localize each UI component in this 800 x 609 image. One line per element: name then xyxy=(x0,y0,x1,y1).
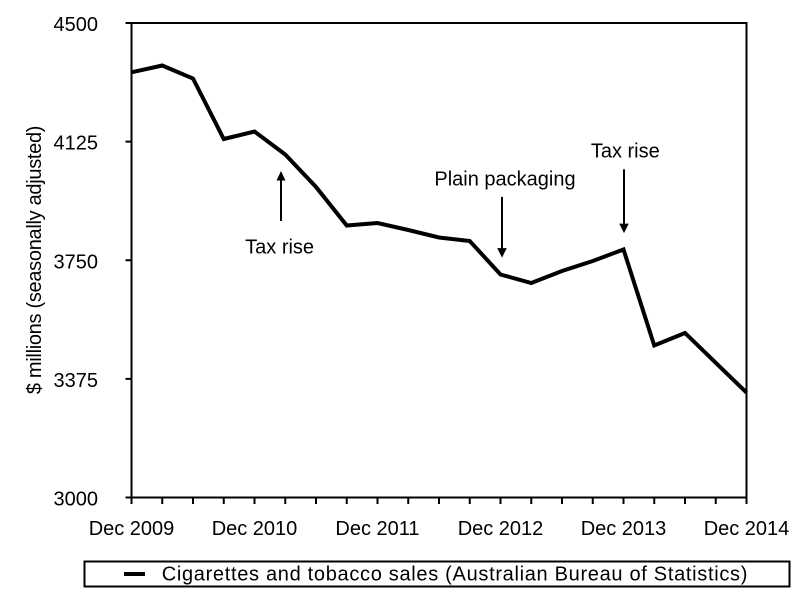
svg-text:Dec 2014: Dec 2014 xyxy=(704,518,790,540)
svg-text:3375: 3375 xyxy=(54,370,99,392)
svg-text:Dec 2009: Dec 2009 xyxy=(89,518,175,540)
svg-text:Tax rise: Tax rise xyxy=(591,141,660,163)
svg-text:Dec 2012: Dec 2012 xyxy=(458,518,544,540)
svg-text:3750: 3750 xyxy=(54,251,99,273)
svg-text:Plain packaging: Plain packaging xyxy=(434,169,575,191)
svg-text:Dec 2013: Dec 2013 xyxy=(581,518,667,540)
svg-text:Dec 2011: Dec 2011 xyxy=(335,518,419,540)
svg-text:3000: 3000 xyxy=(54,489,99,511)
svg-text:Dec 2010: Dec 2010 xyxy=(212,518,298,540)
svg-text:4125: 4125 xyxy=(54,133,99,155)
svg-text:Tax rise: Tax rise xyxy=(245,237,314,259)
svg-text:Cigarettes and tobacco sales (: Cigarettes and tobacco sales (Australian… xyxy=(162,563,748,585)
svg-text:4500: 4500 xyxy=(54,14,99,36)
svg-text:$ millions (seasonally adjuste: $ millions (seasonally adjusted) xyxy=(24,126,46,394)
